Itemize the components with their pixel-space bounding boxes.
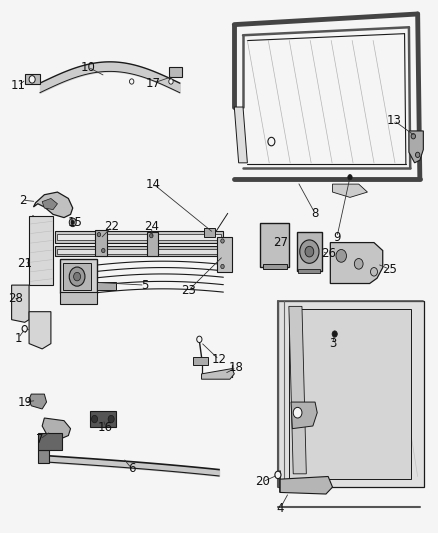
Bar	[90, 411, 116, 427]
Circle shape	[97, 232, 101, 237]
Polygon shape	[291, 402, 317, 429]
Text: 20: 20	[255, 475, 270, 488]
Bar	[38, 450, 49, 463]
Circle shape	[411, 134, 416, 139]
Circle shape	[150, 233, 153, 238]
Polygon shape	[289, 306, 306, 474]
Polygon shape	[97, 282, 117, 290]
Text: 5: 5	[141, 279, 148, 292]
Circle shape	[371, 268, 378, 276]
Circle shape	[332, 331, 337, 337]
Circle shape	[268, 138, 275, 146]
Polygon shape	[33, 192, 73, 217]
Bar	[63, 263, 91, 290]
Bar	[298, 269, 320, 273]
Bar	[57, 234, 221, 240]
Circle shape	[22, 326, 27, 332]
Circle shape	[130, 79, 134, 84]
Text: 22: 22	[105, 220, 120, 233]
Circle shape	[197, 336, 202, 343]
Bar	[60, 292, 97, 304]
Text: 6: 6	[128, 462, 135, 475]
Polygon shape	[29, 312, 51, 349]
Bar	[204, 228, 215, 237]
Circle shape	[169, 79, 173, 84]
Polygon shape	[25, 74, 40, 84]
Text: 27: 27	[272, 236, 288, 249]
Circle shape	[293, 407, 302, 418]
Bar	[297, 232, 322, 271]
Text: 14: 14	[146, 177, 161, 191]
Polygon shape	[42, 418, 71, 439]
Text: 26: 26	[321, 247, 336, 260]
Text: 7: 7	[36, 433, 44, 446]
Polygon shape	[29, 394, 46, 409]
Circle shape	[69, 218, 76, 227]
Polygon shape	[289, 309, 411, 479]
Circle shape	[348, 174, 352, 180]
Circle shape	[92, 415, 98, 423]
Polygon shape	[201, 368, 234, 379]
Text: 2: 2	[19, 193, 26, 207]
Text: 3: 3	[329, 337, 336, 350]
Text: 16: 16	[98, 421, 113, 433]
Text: 12: 12	[212, 353, 226, 366]
Circle shape	[336, 249, 346, 262]
Polygon shape	[409, 131, 424, 163]
Circle shape	[305, 246, 314, 257]
Circle shape	[108, 415, 114, 423]
Text: 11: 11	[11, 79, 26, 92]
Bar	[60, 259, 97, 293]
Text: 8: 8	[311, 207, 319, 220]
Bar	[95, 230, 107, 256]
Circle shape	[74, 272, 81, 281]
Circle shape	[29, 76, 35, 83]
Bar	[193, 357, 208, 365]
Text: 28: 28	[8, 292, 23, 305]
Text: 9: 9	[333, 231, 341, 244]
Polygon shape	[330, 243, 383, 284]
Polygon shape	[29, 216, 53, 285]
Text: 24: 24	[144, 220, 159, 233]
Circle shape	[275, 471, 281, 479]
Bar	[38, 433, 62, 450]
Polygon shape	[280, 477, 332, 494]
Text: 21: 21	[17, 257, 32, 270]
Bar	[263, 264, 287, 269]
Text: 17: 17	[146, 77, 161, 90]
Bar	[217, 237, 232, 272]
Polygon shape	[12, 285, 29, 322]
Circle shape	[416, 152, 420, 158]
Circle shape	[221, 239, 224, 243]
Text: 15: 15	[67, 216, 82, 229]
Circle shape	[354, 259, 363, 269]
Text: 13: 13	[386, 114, 401, 127]
Circle shape	[69, 267, 85, 286]
Text: 19: 19	[17, 395, 32, 409]
Text: 4: 4	[276, 502, 284, 515]
Polygon shape	[169, 67, 182, 77]
Text: 1: 1	[14, 332, 22, 345]
Circle shape	[102, 248, 105, 253]
Text: 23: 23	[181, 284, 196, 297]
Polygon shape	[42, 198, 57, 209]
Bar	[57, 249, 221, 254]
Text: 10: 10	[81, 61, 95, 74]
Bar	[147, 232, 158, 256]
Polygon shape	[234, 107, 247, 163]
Text: 25: 25	[382, 263, 397, 276]
Bar	[55, 246, 223, 256]
Circle shape	[221, 264, 224, 269]
Bar	[261, 223, 289, 266]
Bar	[55, 231, 223, 243]
Circle shape	[300, 240, 319, 263]
Circle shape	[71, 220, 74, 224]
Text: 18: 18	[229, 361, 244, 374]
Polygon shape	[332, 184, 367, 197]
Polygon shape	[278, 301, 424, 487]
